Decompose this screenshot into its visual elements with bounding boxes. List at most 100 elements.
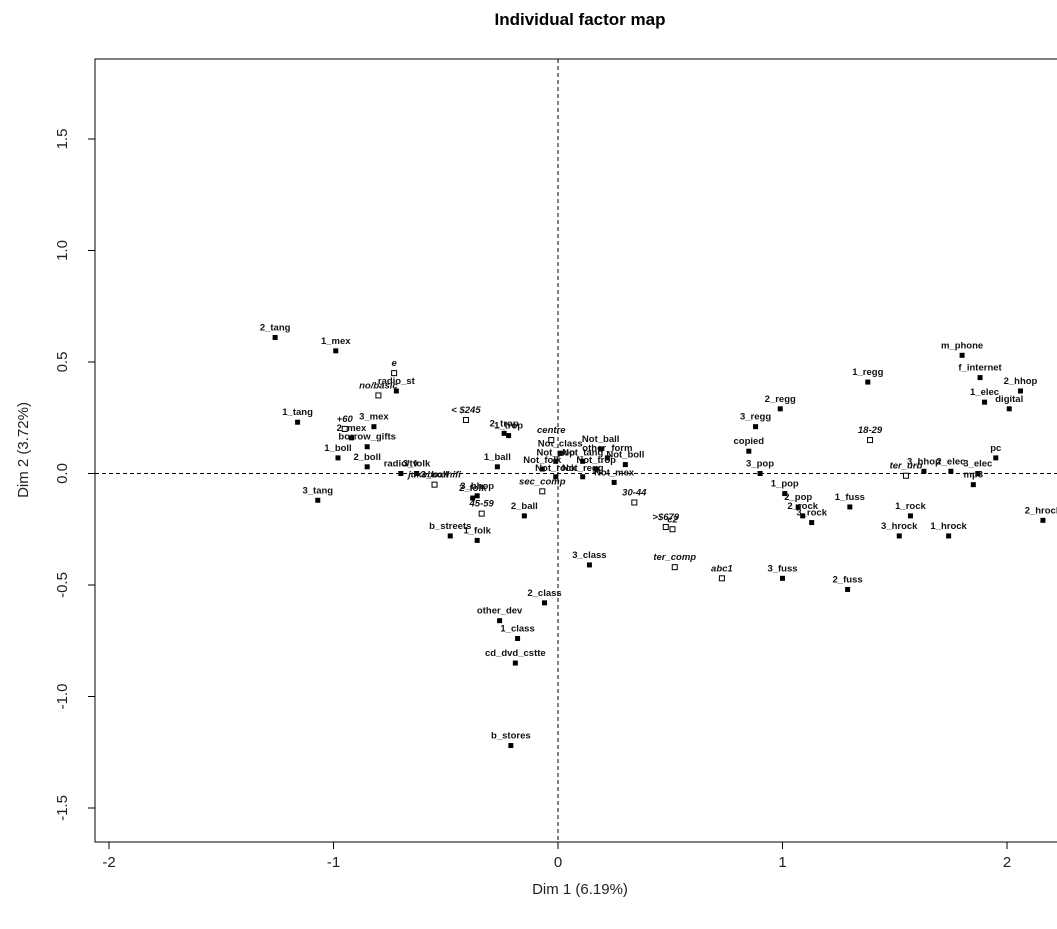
- point-marker: [470, 495, 476, 501]
- point-label: 2_folk: [459, 483, 487, 494]
- point-marker: [896, 533, 902, 539]
- point-marker: [371, 424, 377, 430]
- point-label: digital: [995, 394, 1023, 405]
- cluster-point-marker: [593, 466, 599, 472]
- point-marker: [494, 464, 500, 470]
- supplementary-point-marker: [391, 370, 398, 377]
- point-marker: [795, 504, 801, 510]
- point-label: copied: [734, 436, 765, 447]
- point-marker: [611, 479, 617, 485]
- y-tick-label: 1.5: [54, 129, 71, 150]
- y-tick-label: 0.5: [54, 352, 71, 373]
- point-marker: [746, 448, 752, 454]
- point-label: 1_boll: [324, 443, 351, 454]
- point-label: other_dev: [477, 606, 523, 617]
- point-label: 1_ball: [484, 452, 511, 463]
- cluster-point-label: Not_folk: [523, 455, 562, 466]
- point-marker: [501, 430, 507, 436]
- point-label: Not_boll: [606, 450, 644, 461]
- point-marker: [542, 600, 548, 606]
- point-label: m_phone: [941, 340, 983, 351]
- point-marker: [315, 497, 321, 503]
- point-label: 2_fuss: [833, 574, 863, 585]
- supplementary-point-marker: [718, 575, 725, 582]
- point-label: 2_pop: [784, 492, 812, 503]
- point-label: 3_elec: [963, 459, 992, 470]
- point-marker: [557, 450, 563, 456]
- supplementary-point-marker: [662, 524, 669, 531]
- cluster-point-marker: [580, 458, 586, 464]
- point-marker: [959, 352, 965, 358]
- point-label: 3_mex: [359, 412, 389, 423]
- supplementary-point-marker: [548, 437, 555, 444]
- plot-area: -2 -1 0 1 2 -1.5 -1.0 -0.5 0.0 0.5 1.0 1.5 2_tang 1_m…: [54, 58, 1057, 871]
- point-marker: [1006, 406, 1012, 412]
- supplementary-point-label: abc1: [711, 563, 733, 574]
- cluster-point-marker: [580, 474, 586, 480]
- point-marker: [847, 504, 853, 510]
- point-label: 1_trop: [494, 421, 523, 432]
- cluster-point-label: Not_pop: [536, 447, 575, 458]
- point-label: Not_mex: [594, 467, 635, 478]
- supplementary-point-label: sec_comp: [519, 476, 566, 487]
- point-marker: [975, 471, 981, 476]
- cluster-point-label: Not_trop: [576, 455, 616, 466]
- point-label: 3_class: [572, 550, 606, 561]
- x-tick-label: 0: [554, 854, 562, 871]
- point-marker: [506, 433, 512, 439]
- point-label: radio/tv: [384, 459, 419, 470]
- point-label: 1_elec: [970, 387, 999, 398]
- point-label: 3_tang: [302, 485, 333, 496]
- point-marker: [780, 575, 785, 581]
- point-label: 3_pop: [746, 459, 774, 470]
- supplementary-point-label: ter_urb: [890, 461, 923, 472]
- point-label: 2_tang: [260, 322, 291, 333]
- point-label: 3_boll: [421, 470, 448, 481]
- cluster-point-label: Not_rock: [535, 463, 577, 474]
- point-marker: [586, 562, 592, 568]
- supplementary-point-label: jukebox/hifi: [406, 470, 461, 481]
- supplementary-point-label: < $245: [451, 405, 481, 416]
- point-label: 1_mex: [321, 336, 351, 347]
- point-marker: [753, 424, 759, 430]
- point-label: 3_regg: [740, 412, 771, 423]
- point-marker: [508, 743, 514, 749]
- supplementary-point-label: no/basic: [359, 380, 398, 391]
- x-tick-label: 2: [1003, 854, 1011, 871]
- supplementary-point-marker: [902, 472, 909, 479]
- point-label: f_internet: [958, 363, 1002, 374]
- point-marker: [474, 493, 480, 499]
- point-label: b_stores: [491, 731, 531, 742]
- y-tick-label: -0.5: [54, 572, 71, 598]
- point-label: b_streets: [429, 521, 471, 532]
- point-marker: [921, 468, 927, 474]
- point-label: Not_ball: [582, 434, 619, 445]
- point-marker: [993, 455, 999, 461]
- point-marker: [364, 444, 370, 450]
- point-label: radio_st: [378, 376, 416, 387]
- point-label: pc: [990, 443, 1001, 454]
- point-marker: [982, 399, 988, 405]
- point-marker: [946, 533, 952, 539]
- point-marker: [598, 446, 604, 452]
- point-marker: [521, 513, 527, 519]
- point-label: 1_pop: [771, 479, 799, 490]
- point-marker: [977, 375, 983, 381]
- supplementary-point-marker: [671, 564, 678, 571]
- supplementary-point-label: 18-29: [858, 425, 883, 436]
- point-marker: [364, 464, 370, 470]
- cluster-point-label: Not_tang: [562, 447, 603, 458]
- supplementary-point-label: ter_comp: [653, 552, 696, 563]
- y-tick-label: -1.5: [54, 795, 71, 821]
- point-label: 2_class: [527, 588, 561, 599]
- point-marker: [1017, 388, 1023, 394]
- point-marker: [398, 471, 404, 476]
- supplementary-point-marker: [669, 526, 676, 533]
- point-marker: [447, 533, 453, 539]
- point-label: 1_hrock: [930, 521, 967, 532]
- point-marker: [272, 334, 278, 340]
- point-marker: [393, 388, 399, 394]
- cluster-point-marker: [553, 474, 559, 480]
